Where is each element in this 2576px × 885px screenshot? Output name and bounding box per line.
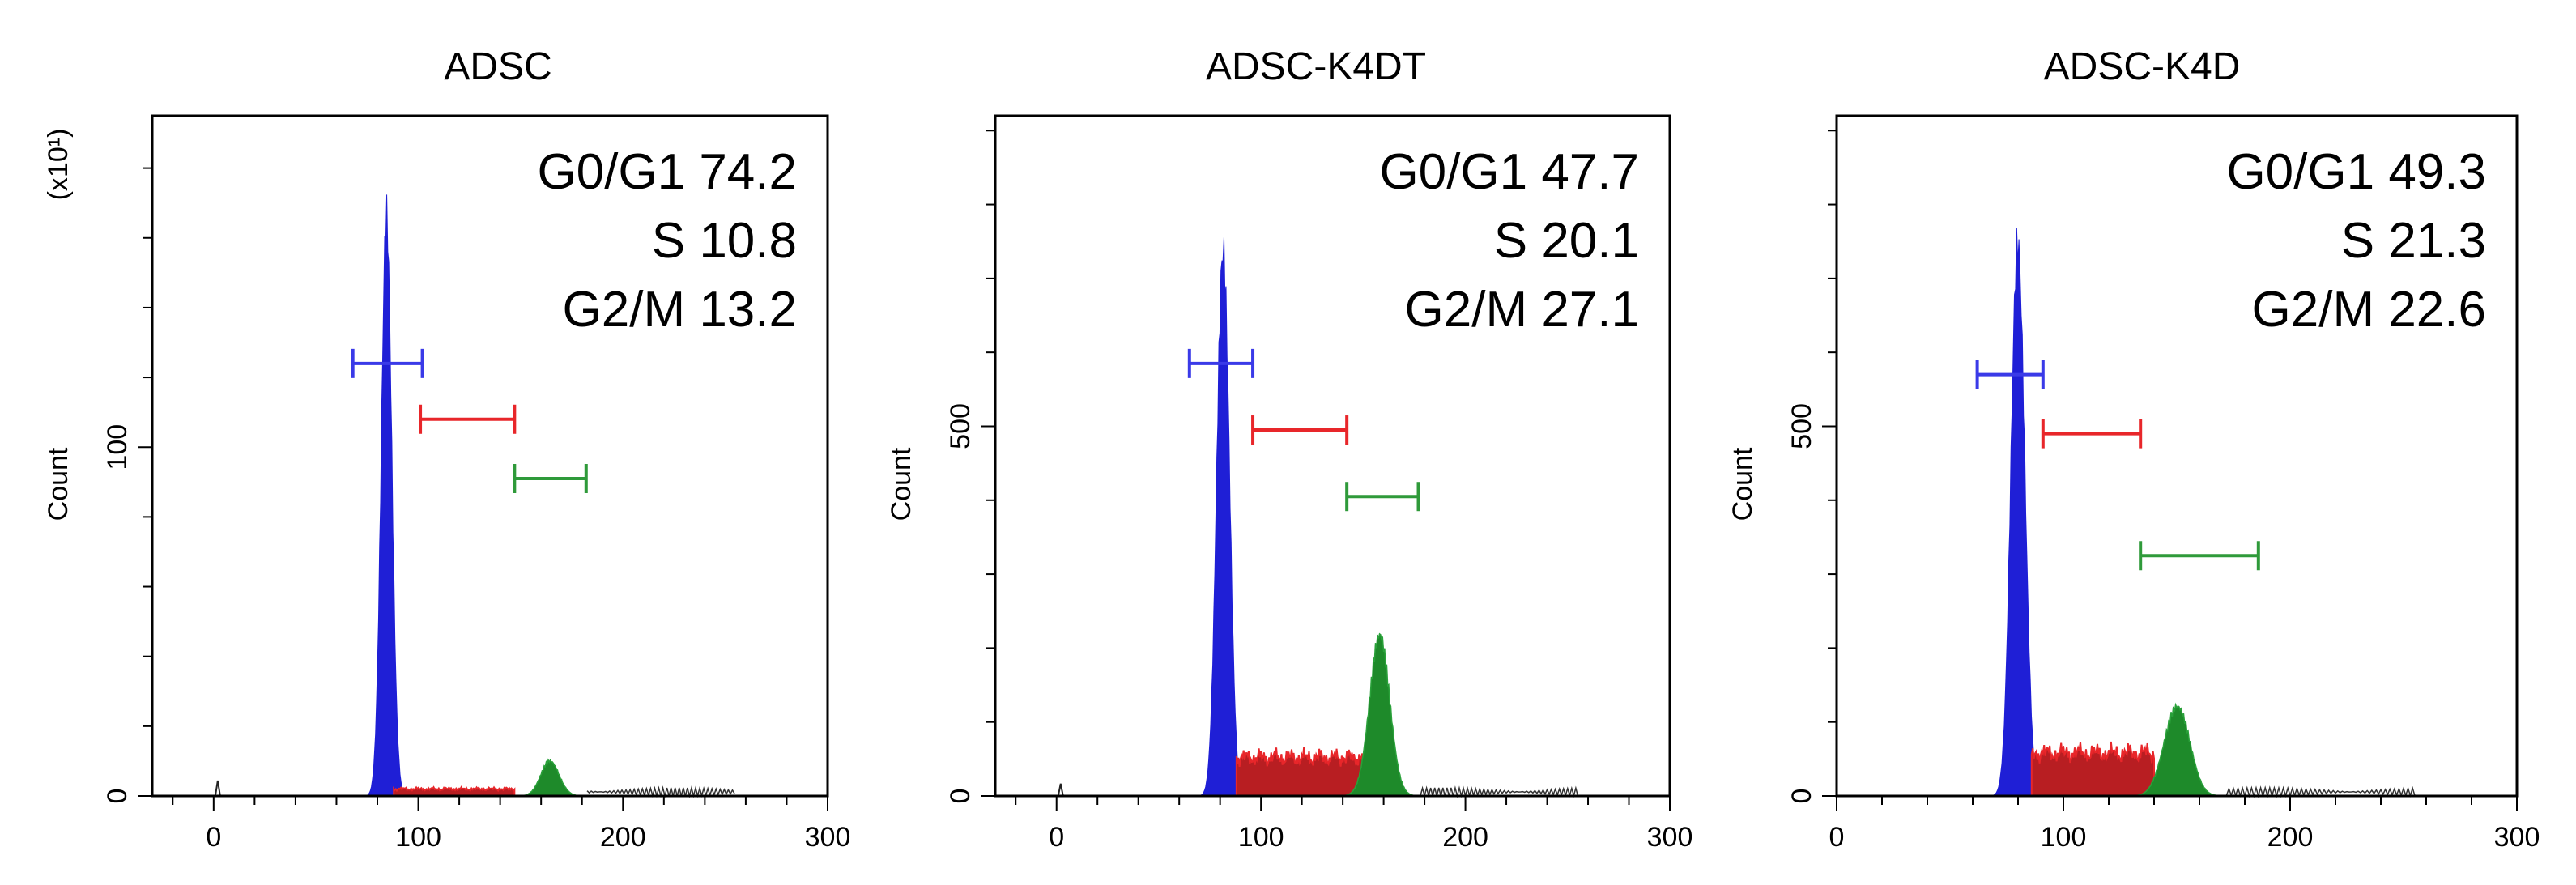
s-phase-region [1235,747,1365,797]
x-tick-label: 300 [2494,822,2540,853]
y-axis: 0 500 [945,130,995,803]
y-axis: 0 100 [102,167,152,804]
gate-g0g1 [1975,360,2045,389]
y-tick-label: 0 [102,789,133,804]
x-tick-label: 0 [1829,822,1845,853]
y-tick-label: 0 [945,789,976,804]
g2m-peak [513,758,588,797]
phase-stat-line: G2/M 27.1 [1405,282,1639,338]
plot-frame [151,114,829,798]
x-axis: 0 100 200 300 [1015,796,1692,853]
gate-markers [1975,360,2260,571]
x-tick-label: 100 [395,822,441,853]
plot-frame [1835,114,2519,798]
phase-stat-line: G0/G1 74.2 [537,144,797,200]
x-axis: 0 100 200 300 [172,796,850,853]
g0g1-peak [1197,237,1250,797]
chart-title: ADSC-K4D [2044,45,2241,88]
gate-g2m [513,464,588,493]
debris-point [1057,783,1064,797]
phase-stat-line: G0/G1 49.3 [2226,144,2486,200]
debris-point [214,780,221,797]
gate-g0g1 [351,348,424,378]
x-tick-label: 300 [1647,822,1693,853]
x-tick-label: 0 [1049,822,1064,853]
y-tick-label: 500 [945,403,976,449]
x-tick-label: 100 [1238,822,1284,853]
y-axis-label: Count [1727,447,1758,521]
phase-stat-line: S 20.1 [1494,213,1639,269]
phase-stat-line: G2/M 22.6 [2252,282,2486,338]
debris-tail [1420,785,1579,798]
histogram-panel-3: ADSC-K4D Count 0 100 200 300 0 500 G0/G1 49.3 S 2… [1727,45,2540,853]
x-tick-label: 200 [2267,822,2314,853]
s-phase-region [393,785,516,797]
x-tick-label: 0 [206,822,221,853]
s-phase-region [2030,741,2155,797]
phase-stat-line: S 21.3 [2341,213,2486,269]
y-tick-label: 100 [102,424,133,470]
gate-s [2041,419,2143,449]
x-tick-label: 100 [2041,822,2087,853]
gate-g2m [2139,541,2260,571]
histogram-panel-2: ADSC-K4DT Count 0 100 200 300 0 500 G0/G1 47.7 S … [886,45,1692,853]
phase-stat-line: S 10.8 [652,213,797,269]
gate-g2m [1345,482,1420,512]
phase-stats: G0/G1 47.7 S 20.1 G2/M 27.1 [1379,144,1639,338]
histogram-panel-1: ADSC Count (x10¹) 0 100 200 300 0 100 G0/G1 74.2 S… [43,45,850,853]
phase-stat-line: G2/M 13.2 [563,282,797,338]
x-tick-label: 200 [600,822,646,853]
x-axis: 0 100 200 300 [1829,796,2540,853]
y-axis-multiplier: (x10¹) [43,129,74,201]
y-tick-label: 0 [1786,789,1817,804]
chart-title: ADSC-K4DT [1206,45,1426,88]
phase-stats: G0/G1 74.2 S 10.8 G2/M 13.2 [537,144,797,338]
histogram-fills [1057,237,1579,798]
y-axis: 0 500 [1786,130,1837,803]
x-tick-label: 200 [1442,822,1488,853]
plot-frame [994,114,1671,798]
gate-markers [1187,348,1420,512]
y-axis-label: Count [886,447,917,521]
gate-s [1251,415,1349,445]
debris-tail [586,785,735,798]
phase-stats: G0/G1 49.3 S 21.3 G2/M 22.6 [2226,144,2486,338]
g2m-peak [1338,632,1421,797]
y-tick-label: 500 [1786,403,1817,449]
phase-stat-line: G0/G1 47.7 [1379,144,1639,200]
gate-markers [351,348,588,493]
chart-title: ADSC [444,45,551,88]
g0g1-peak [1989,228,2047,797]
histogram-fills [1989,228,2416,798]
g0g1-peak [364,194,410,797]
x-tick-label: 300 [805,822,851,853]
gate-s [419,404,517,434]
y-axis-label: Count [43,447,74,521]
g2m-peak [2126,702,2228,797]
debris-tail [2225,785,2416,798]
gate-g0g1 [1187,348,1255,378]
